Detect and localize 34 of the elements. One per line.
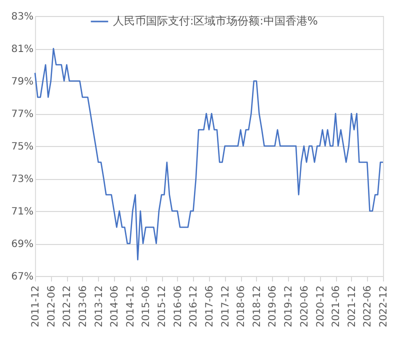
x-tick-label: 2011-12 — [30, 286, 42, 328]
x-tick-label: 2018-12 — [252, 286, 263, 328]
y-tick-label: 75% — [11, 142, 34, 152]
y-tick-label: 73% — [11, 174, 34, 185]
x-tick-label: 2014-12 — [125, 286, 136, 328]
y-tick-label: 77% — [11, 109, 34, 120]
line-series — [34, 48, 384, 260]
y-tick-label: 81% — [11, 44, 34, 55]
y-tick-label: 69% — [11, 239, 34, 250]
x-tick-label: 2013-12 — [94, 286, 105, 328]
x-tick-label: 2019-12 — [284, 286, 295, 328]
x-tick-label: 2017-06 — [204, 286, 216, 328]
y-tick-label: 83% — [11, 12, 34, 22]
x-tick-label: 2016-12 — [188, 286, 200, 328]
x-tick-label: 2014-06 — [110, 286, 121, 328]
x-tick-label: 2016-06 — [172, 286, 184, 328]
y-tick-label: 71% — [11, 206, 34, 218]
x-tick-label: 2012-12 — [62, 286, 74, 328]
x-tick-label: 2022-12 — [378, 286, 390, 328]
x-tick-label: 2012-06 — [46, 286, 58, 328]
x-tick-label: 2015-06 — [141, 286, 152, 328]
x-tick-label: 2015-12 — [157, 286, 168, 328]
x-tick-label: 2017-12 — [220, 286, 232, 328]
x-tick-label: 2013-06 — [78, 286, 89, 328]
x-tick-label: 2022-06 — [362, 286, 374, 328]
x-tick-label: 2020-12 — [315, 286, 326, 328]
x-tick-label: 2019-06 — [268, 286, 279, 328]
x-tick-label: 2021-06 — [331, 286, 342, 328]
legend-label: 人民币国际支付:区域市场份额:中国香港% — [113, 14, 318, 28]
x-tick-label: 2020-06 — [299, 286, 310, 328]
x-tick-label: 2018-06 — [236, 286, 248, 328]
y-tick-label: 67% — [11, 272, 34, 282]
y-tick-label: 79% — [11, 76, 34, 88]
x-tick-label: 2021-12 — [346, 286, 358, 328]
